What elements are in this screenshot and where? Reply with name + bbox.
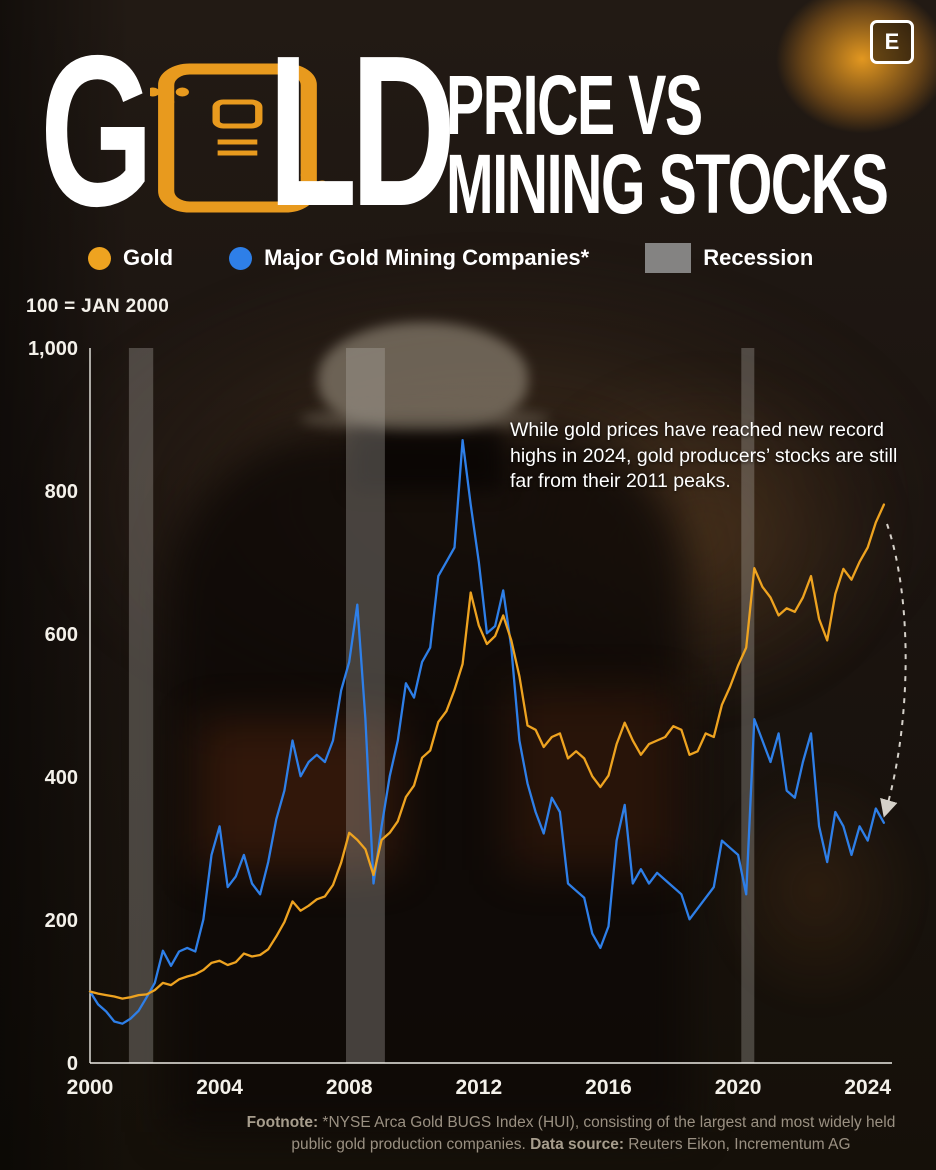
- mining-series-swatch: [229, 246, 253, 270]
- page-title: PRICE VS MINING STOCKS: [446, 58, 889, 231]
- y-tick-label: 0: [67, 1053, 78, 1075]
- y-tick-label: 600: [45, 624, 78, 646]
- x-tick-label: 2020: [715, 1076, 762, 1099]
- title-word-gold-ld: LD: [268, 10, 456, 251]
- legend-item-recession: Recession: [645, 243, 813, 273]
- index-base-note: 100 = JAN 2000: [26, 296, 170, 317]
- title-word-gold-g: G: [40, 10, 154, 251]
- gold-series-swatch: [88, 246, 111, 270]
- x-tick-label: 2016: [585, 1076, 632, 1099]
- bottom-right-glow: [676, 730, 936, 1050]
- y-tick-label: 1,000: [28, 338, 78, 360]
- trend-arrow-annotation: [880, 523, 907, 818]
- legend-label-gold: Gold: [123, 245, 174, 270]
- miner-hard-hat-brim: [300, 406, 550, 432]
- legend-label-recession: Recession: [703, 245, 814, 270]
- x-tick-label: 2012: [455, 1076, 502, 1099]
- y-tick-label: 200: [45, 910, 78, 932]
- miner-vest-highlight-right: [508, 690, 678, 870]
- title-line-1: PRICE VS: [446, 58, 703, 152]
- title-line-2: MINING STOCKS: [446, 136, 889, 231]
- y-tick-label: 400: [45, 767, 78, 789]
- sparkle-icon: [285, 170, 325, 200]
- y-tick-label: 800: [45, 481, 78, 503]
- legend-item-gold: Gold: [88, 245, 173, 271]
- data-source-text: Reuters Eikon, Incrementum AG: [624, 1136, 851, 1154]
- sparkle-icon: [150, 77, 189, 107]
- footnote-label: Footnote:: [246, 1114, 319, 1131]
- miner-head-shadow: [352, 430, 502, 490]
- gold-bar-icon: [150, 63, 325, 213]
- chart: 0 200 400 600 800 1,000 2000 2004 2008 2012 2016 20…: [28, 338, 907, 1099]
- miner-vest-highlight-left: [198, 720, 398, 870]
- gold-line: [88, 503, 886, 1000]
- recession-band: [128, 348, 154, 1063]
- x-tick-label: 2024: [844, 1076, 891, 1099]
- x-tick-label: 2008: [326, 1076, 373, 1099]
- mining-stocks-line: [88, 439, 886, 1025]
- data-source-label: Data source:: [530, 1136, 624, 1154]
- chart-annotation: While gold prices have reached new recor…: [510, 419, 898, 493]
- footnote: Footnote: *NYSE Arca Gold BUGS Index (HU…: [230, 1112, 912, 1157]
- legend: Gold Major Gold Mining Companies* Recess…: [88, 243, 813, 273]
- left-vignette: [0, 0, 130, 1170]
- x-tick-label: 2004: [196, 1076, 243, 1099]
- elements-logo-letter: E: [884, 29, 900, 54]
- recession-swatch: [645, 243, 692, 273]
- x-tick-label: 2000: [67, 1076, 114, 1099]
- legend-label-mining: Major Gold Mining Companies*: [264, 245, 590, 270]
- elements-logo: E: [870, 20, 914, 64]
- footnote-text: *NYSE Arca Gold BUGS Index (HUI), consis…: [291, 1114, 896, 1154]
- legend-item-mining: Major Gold Mining Companies*: [229, 245, 589, 271]
- miner-silhouette: [168, 432, 688, 1132]
